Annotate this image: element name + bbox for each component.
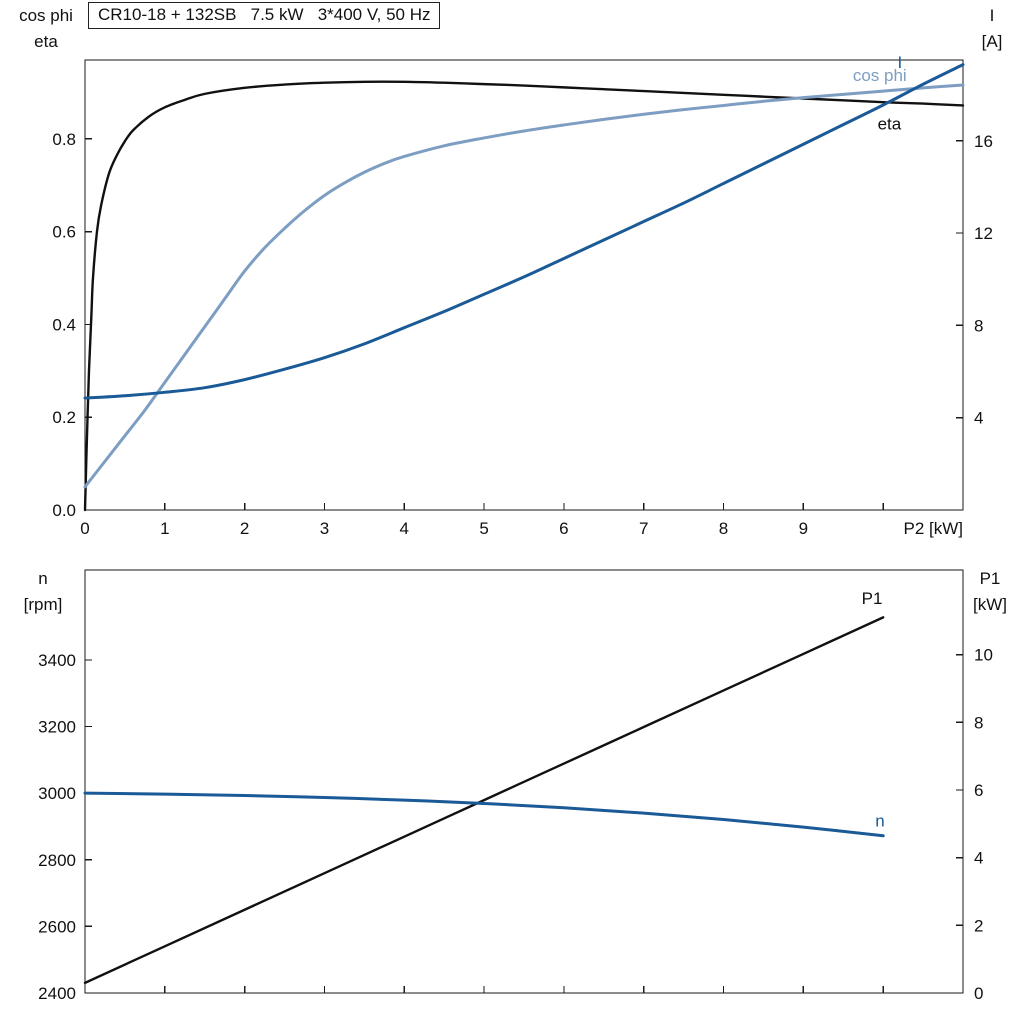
y-right-tick-label: 6 [974,781,983,800]
chart-title-box: CR10-18 + 132SB 7.5 kW 3*400 V, 50 Hz [88,2,441,29]
cos-phi-curve [83,83,965,489]
eta-curve-label: eta [878,115,902,134]
top-left-axis-title: cos phi eta [4,3,88,55]
x-tick-label: 3 [320,519,329,538]
bottom-right-axis-title: P1 [kW] [962,566,1018,618]
chart-bottom: 2400 2600 2800 3000 3200 3400 0 2 4 6 8 10 P1 n [38,569,993,1003]
y-right-tick-label: 8 [974,316,983,335]
x-tick-label: 2 [240,519,249,538]
p1-axis-title: P1 [979,569,1001,588]
I-curve [83,63,965,400]
n-curve-label: n [875,811,884,830]
eta-axis-title: eta [34,32,58,51]
n-curve [83,791,885,838]
current-axis-title: I [989,6,995,25]
x-tick-label: 9 [799,519,808,538]
x-axis-label: P2 [kW] [903,519,963,538]
y-right-tick-label: 0 [974,984,983,1003]
speed-axis-unit: [rpm] [23,595,63,614]
y-left-tick-label: 0.6 [52,223,76,242]
x-tick-label: 8 [719,519,728,538]
y-right-tick-label: 12 [974,224,993,243]
cos-phi-axis-title: cos phi [19,6,73,25]
x-tick-label: 5 [479,519,488,538]
cos-phi-curve-label: cos phi [853,66,907,85]
P1-curve-label: P1 [862,589,883,608]
y-left-tick-label: 0.2 [52,408,76,427]
speed-axis-title: n [38,569,48,588]
x-tick-label: 6 [559,519,568,538]
y-left-tick-label: 2400 [38,984,76,1003]
chart-top: 0 1 2 3 4 5 6 7 8 9 P2 [kW]0.00.20.40.60.8481216et… [52,53,993,538]
x-tick-label: 4 [400,519,409,538]
y-left-tick-label: 3200 [38,718,76,737]
eta-curve [83,80,965,512]
top-right-axis-title: I [A] [968,3,1016,55]
y-left-tick-label: 0.4 [52,315,76,334]
y-left-tick-label: 2800 [38,851,76,870]
current-axis-unit: [A] [981,32,1003,51]
y-right-tick-label: 8 [974,713,983,732]
x-tick-label: 7 [639,519,648,538]
y-right-tick-label: 16 [974,132,993,151]
y-left-tick-label: 3400 [38,651,76,670]
I-curve-label: I [898,53,903,72]
y-left-tick-label: 2600 [38,917,76,936]
y-right-tick-label: 4 [974,849,983,868]
bottom-left-axis-title: n [rpm] [12,566,74,618]
y-right-tick-label: 2 [974,916,983,935]
x-tick-label: 0 [80,519,89,538]
x-tick-label: 1 [160,519,169,538]
P1-curve [83,616,885,985]
plot-frame [84,569,964,994]
p1-axis-unit: [kW] [973,595,1007,614]
y-left-tick-label: 3000 [38,784,76,803]
y-left-tick-label: 0.8 [52,130,76,149]
y-right-tick-label: 10 [974,646,993,665]
y-right-tick-label: 4 [974,409,983,428]
y-left-tick-label: 0.0 [52,501,76,520]
plot-frame [84,59,964,511]
